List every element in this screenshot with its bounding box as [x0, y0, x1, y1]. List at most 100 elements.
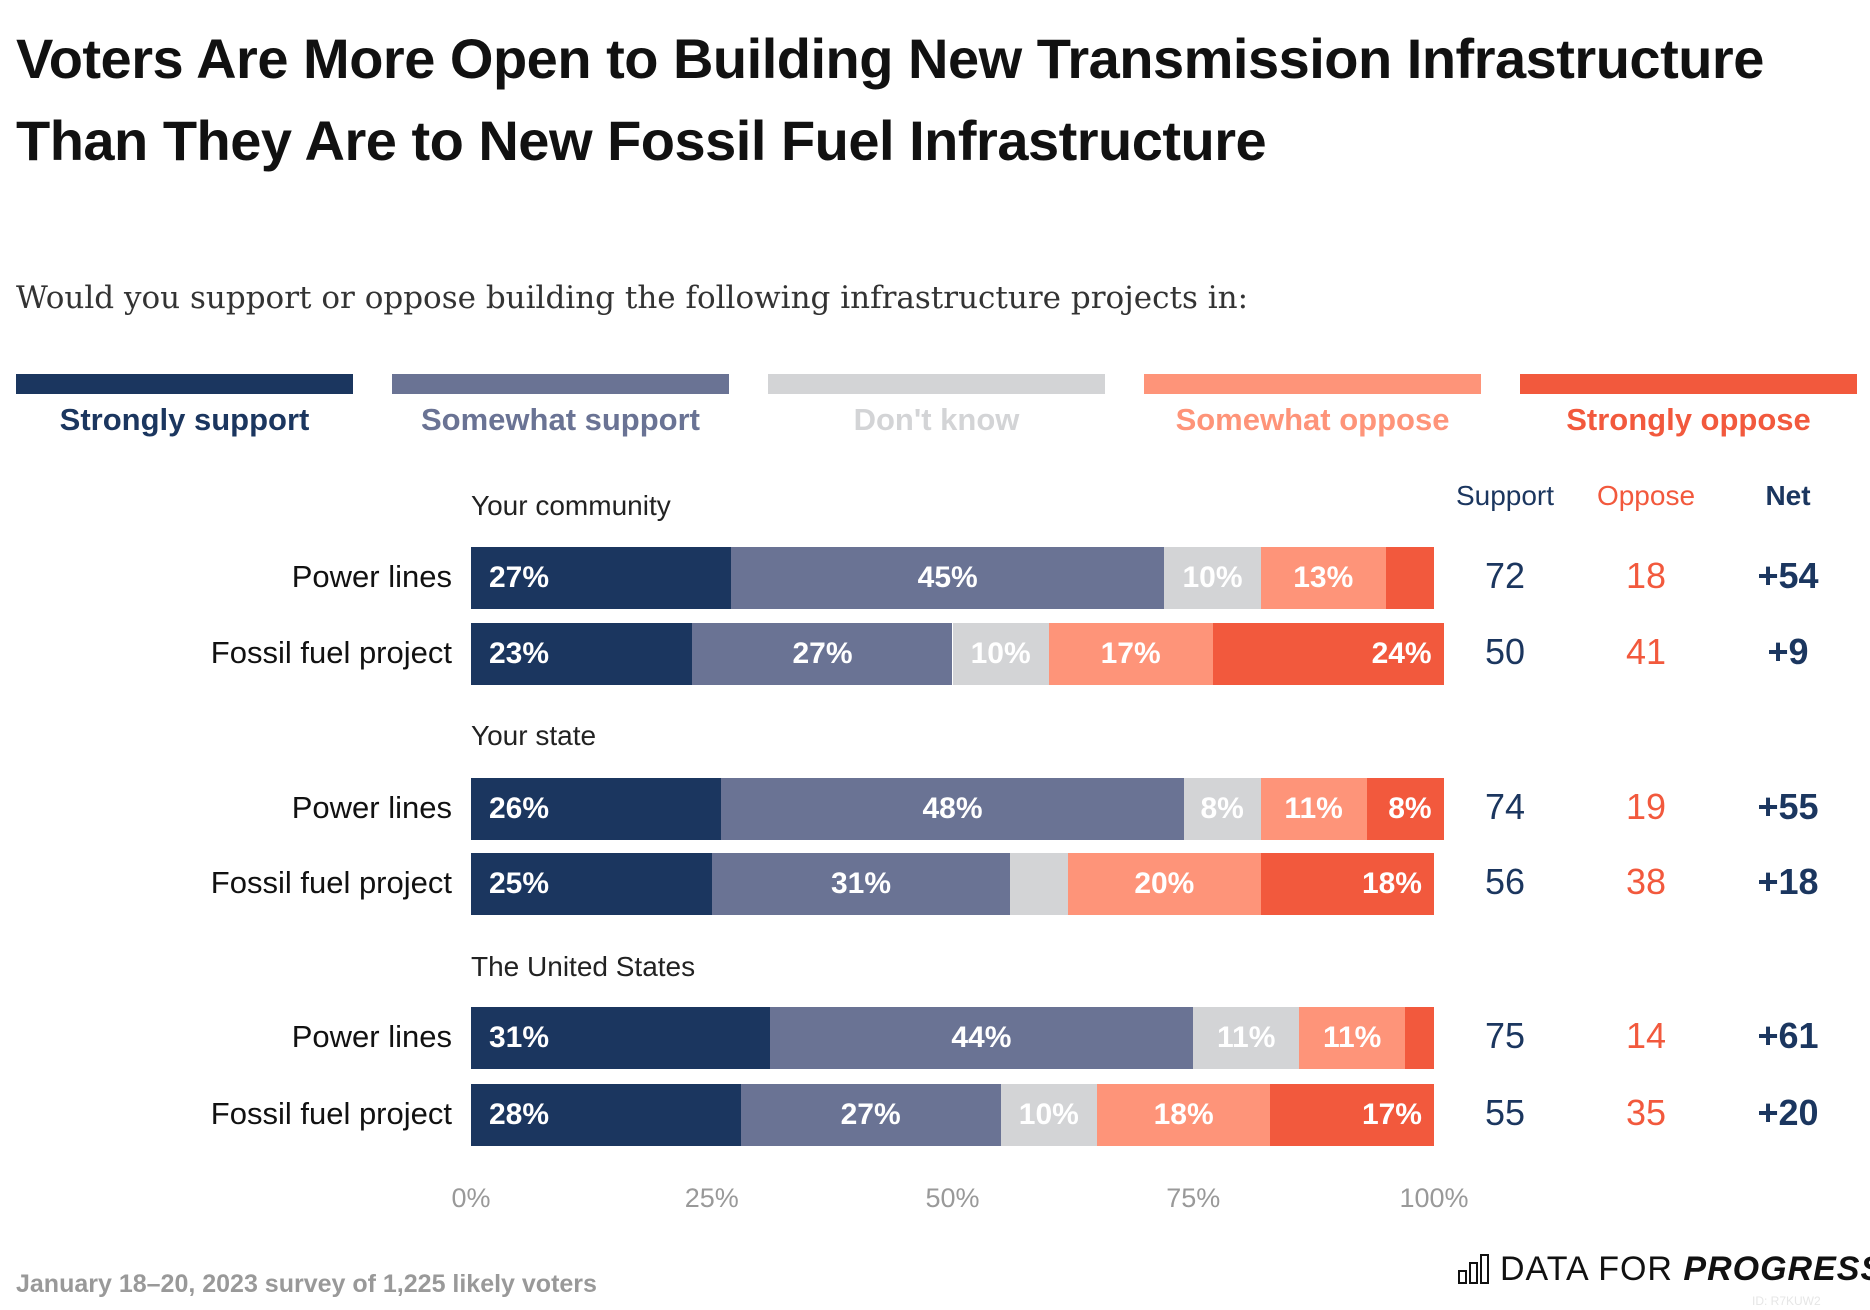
segment-label: 18%: [1361, 867, 1422, 900]
legend-label: Somewhat oppose: [1175, 402, 1450, 437]
bar-segment-somewhat-support: 31%: [711, 853, 1011, 915]
net-value: +55: [1757, 786, 1819, 827]
support-header: Support: [1455, 480, 1555, 511]
bar-segment-don-t-know: 10%: [952, 623, 1049, 685]
segment-label: 10%: [1018, 1098, 1079, 1131]
row-label: Fossil fuel project: [210, 865, 452, 900]
segment-label: 20%: [1134, 867, 1195, 900]
oppose-value: 35: [1625, 1092, 1667, 1133]
bar-segment-somewhat-support: 44%: [769, 1007, 1194, 1069]
bar-segment-strongly-oppose: 24%: [1212, 623, 1444, 685]
footer-source: January 18–20, 2023 survey of 1,225 like…: [16, 1270, 597, 1298]
x-tick-label: 0%: [451, 1183, 491, 1213]
bar-segment-strongly-oppose: [1405, 1007, 1434, 1069]
bar-segment-strongly-oppose: 8%: [1366, 778, 1444, 840]
segment-label: 11%: [1322, 1021, 1382, 1054]
support-value: 50: [1484, 631, 1526, 672]
oppose-value: 19: [1625, 786, 1667, 827]
segment-label: 45%: [917, 561, 978, 594]
segment-label: 10%: [970, 637, 1031, 670]
logo-text-bold: PROGRESS: [1683, 1250, 1870, 1288]
bar-segment-somewhat-support: 48%: [721, 778, 1184, 840]
segment-label: 13%: [1293, 561, 1354, 594]
segment-label: 25%: [489, 867, 550, 900]
segment-label: 11%: [1217, 1021, 1276, 1054]
bar-segment-somewhat-support: 27%: [740, 1084, 1001, 1146]
segment-label: 10%: [1182, 561, 1243, 594]
net-value: +18: [1757, 861, 1819, 902]
legend-swatch: [1144, 374, 1481, 394]
group-label: Your state: [471, 720, 597, 751]
oppose-value: 41: [1625, 631, 1667, 672]
segment-label: 17%: [1361, 1098, 1422, 1131]
row-label: Fossil fuel project: [210, 1096, 452, 1131]
bar-segment-strongly-support: 27%: [471, 547, 731, 609]
bar-segment-don-t-know: 10%: [1164, 547, 1261, 609]
bar-segment-somewhat-oppose: 17%: [1048, 623, 1213, 685]
segment-label: 31%: [830, 867, 892, 900]
bar-segment-somewhat-oppose: 11%: [1299, 1007, 1406, 1069]
legend-label: Strongly support: [59, 402, 310, 437]
segment-label: 23%: [489, 637, 550, 670]
bar-segment-somewhat-oppose: 20%: [1068, 853, 1261, 915]
segment-label: 27%: [792, 637, 853, 670]
x-tick-label: 50%: [925, 1183, 980, 1213]
row-label: Power lines: [291, 559, 452, 594]
bar-segment-somewhat-oppose: 18%: [1096, 1084, 1271, 1146]
segment-label: 11%: [1284, 792, 1343, 825]
support-value: 75: [1484, 1015, 1526, 1056]
oppose-value: 14: [1625, 1015, 1667, 1056]
segment-label: 48%: [922, 792, 983, 825]
legend-label: Somewhat support: [420, 402, 700, 437]
oppose-value: 18: [1625, 555, 1667, 596]
chart-title: Voters Are More Open to Building New Tra…: [16, 27, 1764, 172]
segment-label: 17%: [1100, 637, 1161, 670]
segment-label: 31%: [489, 1021, 550, 1054]
segment-label: 18%: [1153, 1098, 1214, 1131]
bar-segment-strongly-oppose: 17%: [1270, 1084, 1434, 1146]
net-value: +54: [1757, 555, 1819, 596]
net-value: +20: [1757, 1092, 1819, 1133]
bar-segment-strongly-support: 25%: [471, 853, 712, 915]
segment-label: 28%: [489, 1098, 550, 1131]
bar-segment-somewhat-oppose: 11%: [1260, 778, 1367, 840]
logo: DATA FOR PROGRESS: [1458, 1248, 1870, 1290]
legend-swatch: [768, 374, 1105, 394]
x-tick-label: 100%: [1399, 1183, 1469, 1213]
chart-subtitle: Would you support or oppose building the…: [16, 280, 1249, 316]
legend-swatch: [16, 374, 353, 394]
segment-label: 26%: [489, 792, 550, 825]
chart-id: ID: R7KUW2: [1752, 1294, 1821, 1308]
bar-segment-strongly-support: 26%: [471, 778, 722, 840]
bar-segment-somewhat-support: 27%: [692, 623, 953, 685]
bar-segment-don-t-know: [1010, 853, 1069, 915]
group-label: The United States: [471, 951, 696, 982]
row-label: Fossil fuel project: [210, 635, 452, 670]
bar-segment-somewhat-support: 45%: [731, 547, 1165, 609]
x-tick-label: 25%: [684, 1183, 739, 1213]
legend-swatch: [1520, 374, 1857, 394]
bar-segment-don-t-know: 11%: [1193, 1007, 1300, 1069]
oppose-header: Oppose: [1596, 480, 1696, 511]
legend-label: Don't know: [853, 402, 1020, 437]
legend-swatch: [392, 374, 729, 394]
legend-label: Strongly oppose: [1566, 402, 1811, 437]
row-label: Power lines: [291, 1019, 452, 1054]
support-value: 74: [1484, 786, 1526, 827]
bar-segment-strongly-support: 31%: [471, 1007, 770, 1069]
support-value: 56: [1484, 861, 1526, 902]
bar-segment-strongly-oppose: 18%: [1260, 853, 1434, 915]
segment-label: 8%: [1388, 792, 1432, 825]
bar-chart-logo-icon: [1458, 1254, 1489, 1284]
logo-text-light: DATA FOR: [1500, 1250, 1684, 1288]
oppose-value: 38: [1625, 861, 1667, 902]
x-tick-label: 75%: [1166, 1183, 1221, 1213]
group-label: Your community: [471, 490, 671, 521]
segment-label: 24%: [1371, 637, 1432, 670]
row-label: Power lines: [291, 790, 452, 825]
bar-segment-strongly-oppose: [1385, 547, 1434, 609]
segment-label: 27%: [489, 561, 550, 594]
net-header: Net: [1765, 480, 1811, 511]
bar-segment-don-t-know: 10%: [1000, 1084, 1097, 1146]
